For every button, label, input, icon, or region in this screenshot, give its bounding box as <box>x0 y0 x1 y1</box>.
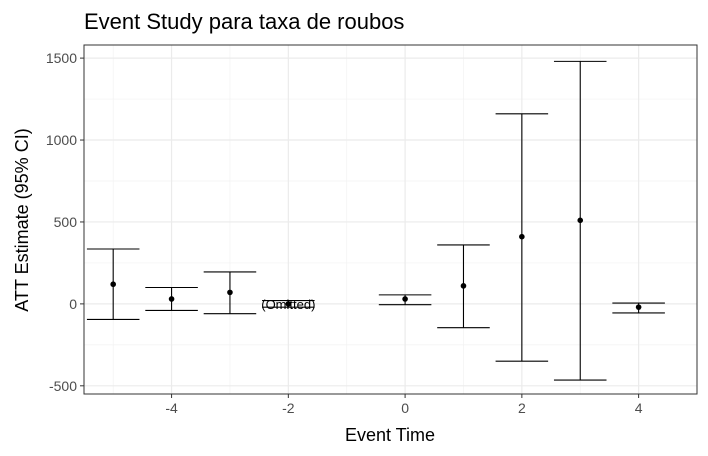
point-estimate <box>285 301 292 307</box>
y-tick-label: 500 <box>54 214 78 230</box>
x-tick-label: -4 <box>165 400 178 416</box>
data-marks: (Omitted) <box>86 60 665 381</box>
x-tick-label: 4 <box>635 400 643 416</box>
point-estimate <box>227 289 233 296</box>
error-bar-group <box>262 300 315 308</box>
x-tick-label: 0 <box>401 400 409 416</box>
y-tick-label: 1500 <box>46 50 77 66</box>
y-tick-label: 0 <box>69 296 77 312</box>
point-estimate <box>519 233 525 240</box>
error-bar-group <box>378 294 432 306</box>
error-bar-group <box>437 244 490 329</box>
y-axis-title: ATT Estimate (95% CI) <box>12 128 32 311</box>
error-bar-group <box>145 286 198 311</box>
x-tick-label: 2 <box>518 400 526 416</box>
point-estimate <box>110 281 116 288</box>
error-bar-group <box>553 60 607 381</box>
grid <box>84 45 697 394</box>
error-bar-group <box>495 113 549 362</box>
omitted-annotation: (Omitted) <box>261 297 315 312</box>
x-axis-title: Event Time <box>345 425 435 445</box>
plot-panel-border <box>83 44 698 395</box>
chart-title: Event Study para taxa de roubos <box>84 9 404 34</box>
error-bar-group <box>612 302 665 314</box>
y-tick-label: 1000 <box>46 132 77 148</box>
point-estimate <box>635 304 642 310</box>
point-estimate <box>460 283 467 289</box>
y-tick-label: -500 <box>49 378 77 394</box>
point-estimate <box>168 296 175 302</box>
x-tick-label: -2 <box>282 400 295 416</box>
point-estimate <box>577 217 584 224</box>
point-estimate <box>402 296 408 302</box>
axis-ticks: -500 0 500 1000 1500 -4 -2 0 2 4 <box>46 50 643 416</box>
error-bar-group <box>203 271 257 315</box>
error-bar-group <box>86 248 140 320</box>
